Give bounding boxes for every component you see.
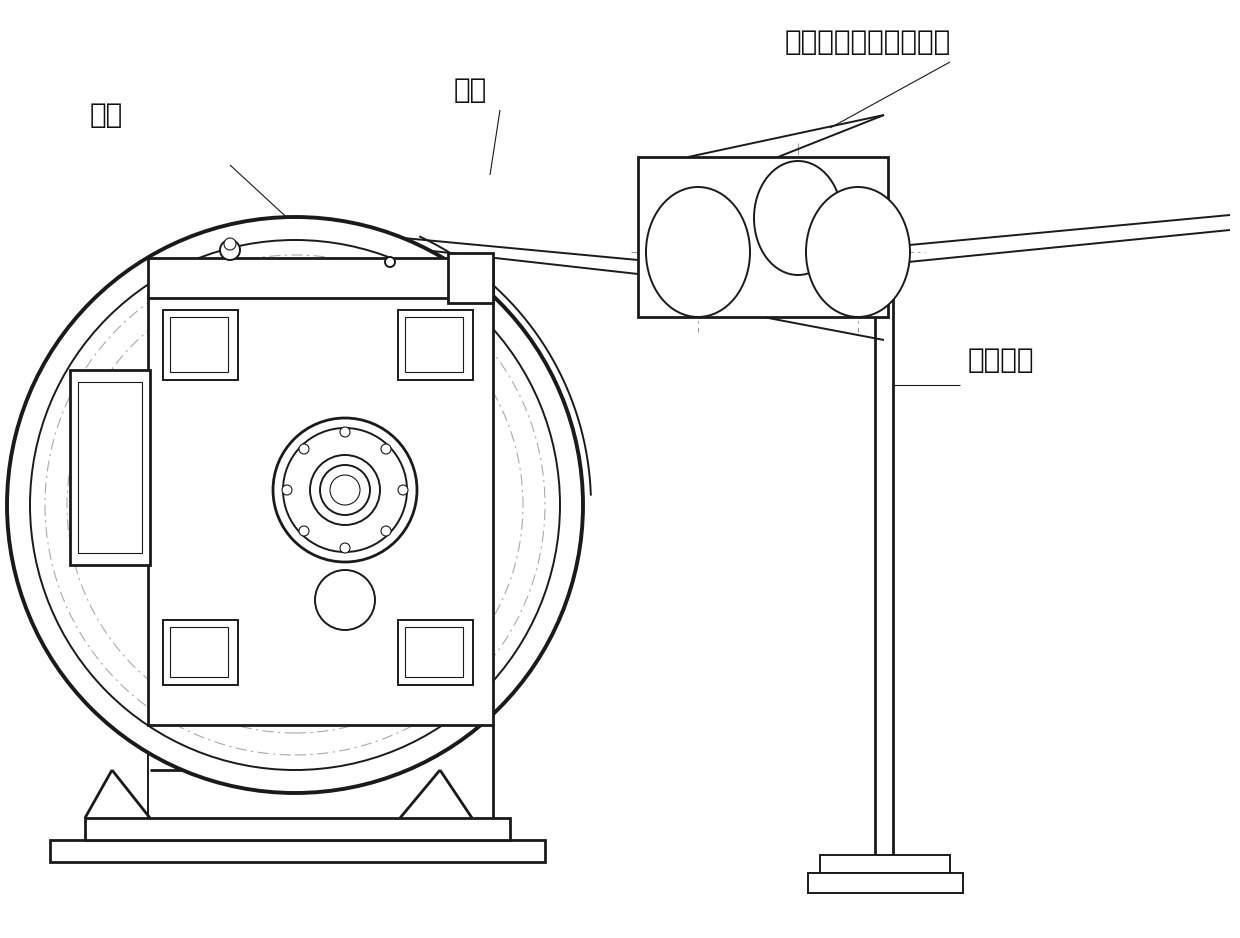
Bar xyxy=(69,370,150,565)
Bar xyxy=(405,627,463,677)
Bar xyxy=(162,620,238,685)
Circle shape xyxy=(30,240,560,770)
Circle shape xyxy=(273,418,417,562)
Text: 测力机构: 测力机构 xyxy=(968,346,1034,374)
Bar xyxy=(398,310,472,380)
Circle shape xyxy=(299,526,309,536)
Bar xyxy=(639,157,888,317)
Text: 缆盘: 缆盘 xyxy=(91,101,123,129)
Circle shape xyxy=(224,238,236,250)
Circle shape xyxy=(381,526,391,536)
Bar xyxy=(170,317,228,372)
Ellipse shape xyxy=(754,161,842,275)
Circle shape xyxy=(381,444,391,454)
Bar xyxy=(148,295,494,725)
Text: 装有张力传感器的导轮: 装有张力传感器的导轮 xyxy=(785,28,951,56)
Circle shape xyxy=(299,444,309,454)
Ellipse shape xyxy=(806,187,910,317)
Circle shape xyxy=(310,455,379,525)
Circle shape xyxy=(340,427,350,437)
Bar xyxy=(820,855,950,873)
Ellipse shape xyxy=(646,187,750,317)
Bar xyxy=(78,382,143,553)
Bar xyxy=(162,310,238,380)
Circle shape xyxy=(281,485,291,495)
Circle shape xyxy=(315,570,374,630)
Circle shape xyxy=(384,257,396,267)
Circle shape xyxy=(283,428,407,552)
Bar xyxy=(405,317,463,372)
Circle shape xyxy=(7,217,583,793)
Circle shape xyxy=(340,543,350,553)
Bar xyxy=(86,818,510,840)
Circle shape xyxy=(330,475,360,505)
Bar xyxy=(448,253,494,303)
Circle shape xyxy=(219,240,241,260)
Circle shape xyxy=(320,465,370,515)
Bar xyxy=(398,620,472,685)
Bar xyxy=(170,627,228,677)
Bar xyxy=(808,873,963,893)
Circle shape xyxy=(398,485,408,495)
Text: 缆绳: 缆绳 xyxy=(454,76,486,104)
Bar xyxy=(50,840,546,862)
Bar xyxy=(148,258,494,298)
